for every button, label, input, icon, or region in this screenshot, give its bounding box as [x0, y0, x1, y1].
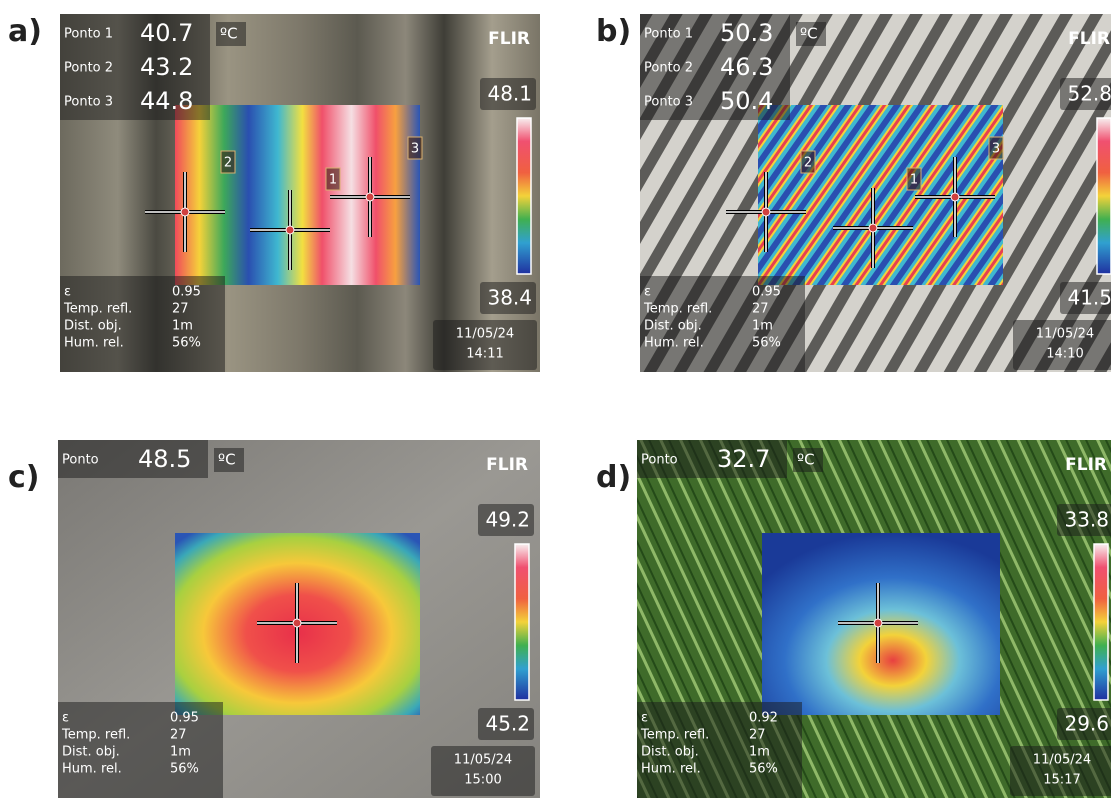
unit: ºC [218, 451, 236, 469]
time: 15:17 [1043, 773, 1080, 788]
unit: ºC [220, 25, 238, 43]
param-value: 0.95 [752, 285, 781, 300]
param-name: Temp. refl. [640, 728, 709, 743]
date: 11/05/24 [454, 753, 512, 768]
color-bar [517, 118, 531, 274]
scale-max: 52.8 [1067, 82, 1111, 106]
point-name: Ponto 3 [644, 95, 693, 110]
time: 14:10 [1046, 347, 1083, 362]
marker-label: 2 [804, 156, 812, 171]
brand: FLIR [1068, 29, 1110, 49]
param-value: 1m [749, 745, 770, 760]
unit: ºC [800, 25, 818, 43]
thermal-image: 2 1 3 Ponto 1 50.3 Ponto 2 46.3 Ponto 3 50.4 ºC FL… [640, 14, 1111, 372]
color-bar [1094, 544, 1108, 700]
param-name: Temp. refl. [63, 302, 132, 317]
point-name: Ponto [62, 453, 99, 468]
point-value: 32.7 [717, 445, 770, 473]
param-name: Hum. rel. [641, 762, 701, 777]
param-value: 56% [172, 336, 201, 351]
param-value: 1m [752, 319, 773, 334]
crosshair-center [181, 208, 189, 216]
param-name: Temp. refl. [61, 728, 130, 743]
brand: FLIR [1065, 455, 1107, 475]
crosshair-center [366, 193, 374, 201]
date: 11/05/24 [1036, 327, 1094, 342]
time: 14:11 [466, 347, 503, 362]
point-value: 43.2 [140, 53, 193, 81]
crosshair-center [293, 619, 301, 627]
param-name: Hum. rel. [644, 336, 704, 351]
point-value: 50.4 [720, 87, 773, 115]
scale-max: 49.2 [485, 508, 530, 532]
thermal-image: 2 1 3 Ponto 1 40.7 Ponto 2 43.2 Ponto 3 44.8 ºC FL… [60, 14, 540, 372]
param-name: Hum. rel. [64, 336, 124, 351]
param-name: Dist. obj. [62, 745, 120, 760]
scale-min: 41.5 [1067, 286, 1111, 310]
scale-min: 29.6 [1064, 712, 1109, 736]
panel-label: c) [8, 460, 40, 495]
panel-label: b) [596, 14, 631, 49]
panel-label: a) [8, 14, 42, 49]
date: 11/05/24 [1033, 753, 1091, 768]
point-value: 40.7 [140, 19, 193, 47]
param-value: 27 [172, 302, 189, 317]
point-value: 44.8 [140, 87, 193, 115]
crosshair-center [869, 224, 877, 232]
scale-min: 38.4 [487, 286, 532, 310]
param-name: Temp. refl. [643, 302, 712, 317]
point-name: Ponto [641, 453, 678, 468]
param-value: 1m [170, 745, 191, 760]
param-value: 27 [170, 728, 187, 743]
scale-max: 48.1 [487, 82, 532, 106]
param-name: ε [644, 285, 651, 300]
point-value: 46.3 [720, 53, 773, 81]
marker-label: 1 [329, 173, 337, 188]
param-value: 27 [752, 302, 769, 317]
param-name: Dist. obj. [64, 319, 122, 334]
marker-label: 3 [411, 142, 419, 157]
point-value: 50.3 [720, 19, 773, 47]
point-name: Ponto 1 [64, 27, 113, 42]
param-name: Hum. rel. [62, 762, 122, 777]
color-bar [1097, 118, 1111, 274]
figure: a) 2 1 3 Ponto 1 40.7 Ponto 2 43.2 Ponto 3 44.8 ºC… [0, 0, 1111, 798]
param-value: 56% [170, 762, 199, 777]
param-value: 27 [749, 728, 766, 743]
param-name: Dist. obj. [644, 319, 702, 334]
param-name: ε [62, 711, 69, 726]
marker-label: 1 [910, 173, 918, 188]
point-name: Ponto 2 [644, 61, 693, 76]
param-value: 0.92 [749, 711, 778, 726]
date: 11/05/24 [456, 327, 514, 342]
color-bar [515, 544, 529, 700]
panel-label: d) [596, 460, 631, 495]
point-name: Ponto 2 [64, 61, 113, 76]
point-name: Ponto 3 [64, 95, 113, 110]
param-value: 1m [172, 319, 193, 334]
param-name: ε [64, 285, 71, 300]
scale-max: 33.8 [1064, 508, 1109, 532]
param-name: Dist. obj. [641, 745, 699, 760]
param-value: 0.95 [172, 285, 201, 300]
point-value: 48.5 [138, 445, 191, 473]
marker-label: 2 [224, 156, 232, 171]
crosshair-center [951, 193, 959, 201]
brand: FLIR [486, 455, 528, 475]
scale-min: 45.2 [485, 712, 530, 736]
crosshair-center [874, 619, 882, 627]
unit: ºC [797, 451, 815, 469]
time: 15:00 [464, 773, 501, 788]
brand: FLIR [488, 29, 530, 49]
param-value: 56% [749, 762, 778, 777]
param-value: 0.95 [170, 711, 199, 726]
point-name: Ponto 1 [644, 27, 693, 42]
param-value: 56% [752, 336, 781, 351]
marker-label: 3 [992, 142, 1000, 157]
thermal-image: Ponto 48.5 ºC FLIR 49.2 45.2 ε 0.95 Temp. refl. 2… [58, 440, 540, 798]
crosshair-center [762, 208, 770, 216]
crosshair-center [286, 226, 294, 234]
thermal-image: Ponto 32.7 ºC FLIR 33.8 29.6 ε 0.92 Temp. refl. 2… [637, 440, 1111, 798]
param-name: ε [641, 711, 648, 726]
